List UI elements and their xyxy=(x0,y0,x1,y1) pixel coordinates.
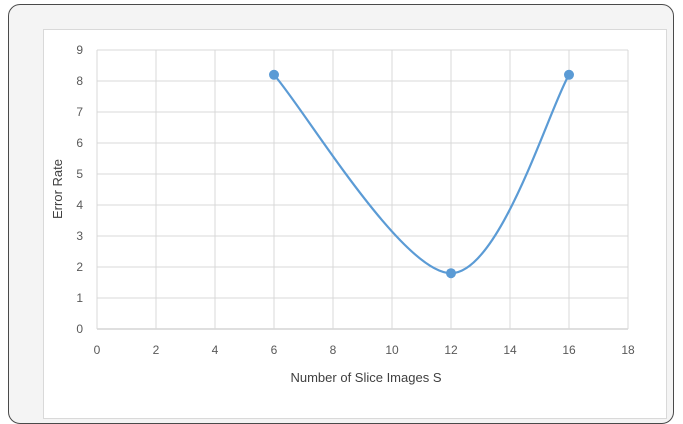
x-tick-label: 16 xyxy=(562,343,576,357)
y-tick-label: 9 xyxy=(76,43,83,57)
x-tick-label: 18 xyxy=(621,343,635,357)
x-tick-label: 10 xyxy=(385,343,399,357)
x-tick-label: 0 xyxy=(94,343,101,357)
data-point xyxy=(269,69,279,80)
y-tick-label: 1 xyxy=(76,291,83,305)
y-tick-label: 8 xyxy=(76,74,83,88)
y-tick-label: 5 xyxy=(76,167,83,181)
chart-area xyxy=(43,29,667,419)
figure-frame xyxy=(8,4,674,424)
x-tick-labels: 0 2 4 6 8 10 12 14 16 18 xyxy=(94,343,635,357)
y-axis-title: Error Rate xyxy=(50,159,65,219)
y-tick-label: 4 xyxy=(76,198,83,212)
y-tick-label: 7 xyxy=(76,105,83,119)
gridlines xyxy=(96,49,629,330)
y-tick-labels: 0 1 2 3 4 5 6 7 8 9 xyxy=(76,43,83,336)
data-point xyxy=(564,69,574,80)
x-axis-title: Number of Slice Images S xyxy=(290,370,441,385)
x-tick-label: 2 xyxy=(153,343,160,357)
data-points xyxy=(269,69,574,279)
x-tick-label: 4 xyxy=(212,343,219,357)
x-tick-label: 12 xyxy=(444,343,458,357)
data-point xyxy=(446,268,456,279)
x-tick-label: 14 xyxy=(503,343,517,357)
x-tick-label: 6 xyxy=(271,343,278,357)
y-tick-label: 6 xyxy=(76,136,83,150)
y-tick-label: 3 xyxy=(76,229,83,243)
x-tick-label: 8 xyxy=(330,343,337,357)
y-tick-label: 2 xyxy=(76,260,83,274)
y-tick-label: 0 xyxy=(76,322,83,336)
